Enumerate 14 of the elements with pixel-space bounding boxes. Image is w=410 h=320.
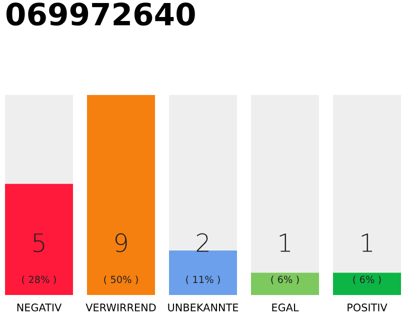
bar [169,250,237,295]
chart-title: 069972640 [6,2,195,26]
x-tick-label: POSITIV [348,304,388,312]
x-tick-label: VERWIRREND [86,304,156,312]
data-label: 1 ( 6% ) [271,234,299,284]
data-label: 5 ( 28% ) [22,234,56,284]
data-label: 2 ( 11% ) [186,233,220,284]
x-tick-label: NEGATIV [17,304,62,312]
bar [251,272,319,295]
data-label: 1 ( 6% ) [353,234,381,284]
data-label: 9 ( 50% ) [104,233,138,284]
x-tick-label: UNBEKANNTE [168,304,238,312]
x-tick-label: EGAL [272,304,299,312]
bar [333,272,401,295]
